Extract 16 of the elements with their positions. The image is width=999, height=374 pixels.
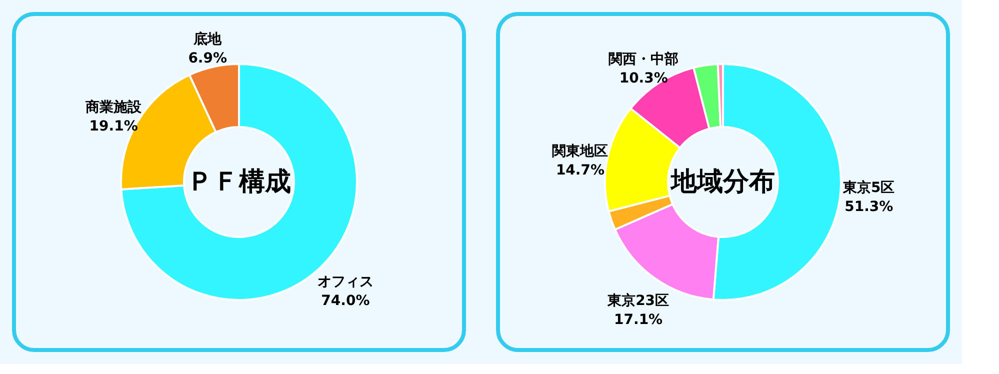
data-label: 74.0% [321,292,370,309]
data-label: 17.1% [614,312,663,328]
text: 地域分布 [670,167,775,197]
slice-label: 関東地区 [552,143,608,160]
slice-label: 東京23区 [606,292,670,309]
slice-label: 東京5区 [842,178,895,196]
slice-label: 商業施設 [84,98,143,116]
data-label: 10.3% [619,70,668,86]
data-label: 51.3% [844,198,894,215]
slice-label: オフィス [317,274,374,290]
data-label: 6.9% [188,50,228,66]
data-label: 19.1% [89,118,138,134]
text: ＰＦ構成 [187,167,291,197]
slice-label: 関西・中部 [608,50,679,68]
slice-label: 底地 [192,30,223,48]
data-label: 14.7% [556,162,605,178]
